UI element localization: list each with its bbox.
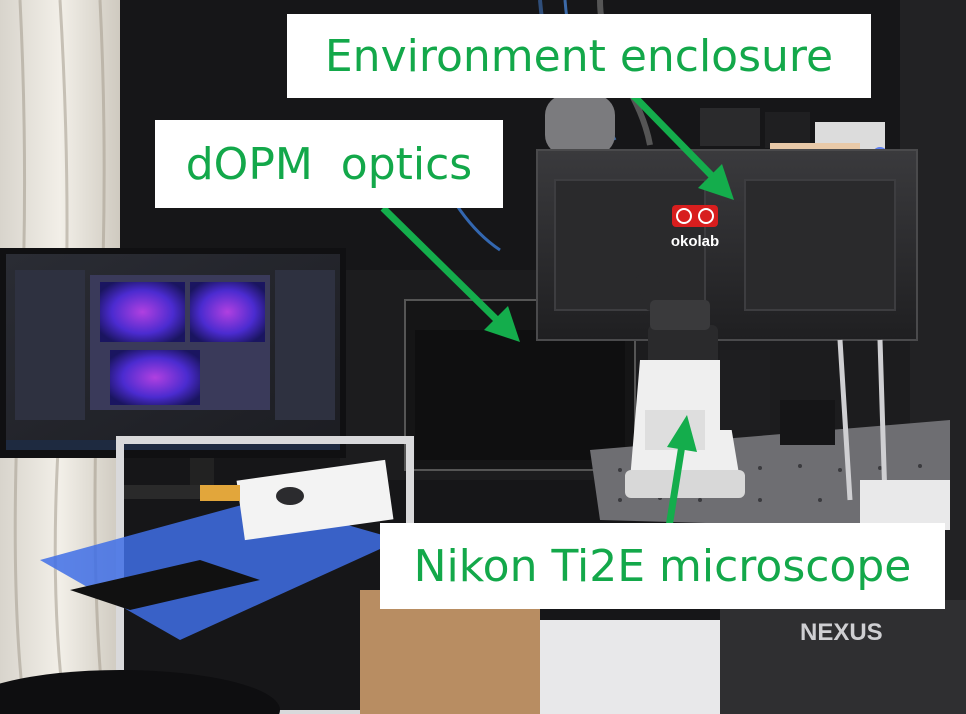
dopm-optics-label: dOPM optics bbox=[155, 120, 503, 208]
white-box bbox=[540, 620, 720, 714]
nikon-microscope bbox=[625, 267, 888, 501]
mouse bbox=[276, 487, 304, 505]
okolab-logo-icon bbox=[672, 205, 718, 227]
papers bbox=[236, 459, 394, 541]
air-duct bbox=[545, 95, 615, 155]
monitor bbox=[0, 248, 346, 499]
arrow-icon-optics bbox=[380, 205, 520, 342]
fluorescence-image-1 bbox=[100, 282, 185, 342]
arrow-icon-enclosure bbox=[625, 87, 734, 200]
nexus-table-leg bbox=[720, 600, 966, 714]
environment-enclosure-text: Environment enclosure bbox=[324, 30, 834, 82]
dopm-optics-text: dOPM optics bbox=[185, 138, 473, 190]
microscope-label: Nikon Ti2E microscope bbox=[380, 523, 945, 609]
fluorescence-image-3 bbox=[110, 350, 200, 405]
okolab-label: okolab bbox=[671, 233, 719, 250]
chair bbox=[0, 670, 280, 714]
keyboard bbox=[70, 560, 260, 610]
nexus-label: NEXUS bbox=[800, 619, 883, 646]
environment-enclosure-label: Environment enclosure bbox=[287, 14, 871, 98]
cardboard-box bbox=[360, 590, 540, 714]
microscope-text: Nikon Ti2E microscope bbox=[413, 540, 912, 592]
arrow-icon-microscope bbox=[665, 415, 697, 528]
fluorescence-image-2 bbox=[190, 282, 265, 342]
